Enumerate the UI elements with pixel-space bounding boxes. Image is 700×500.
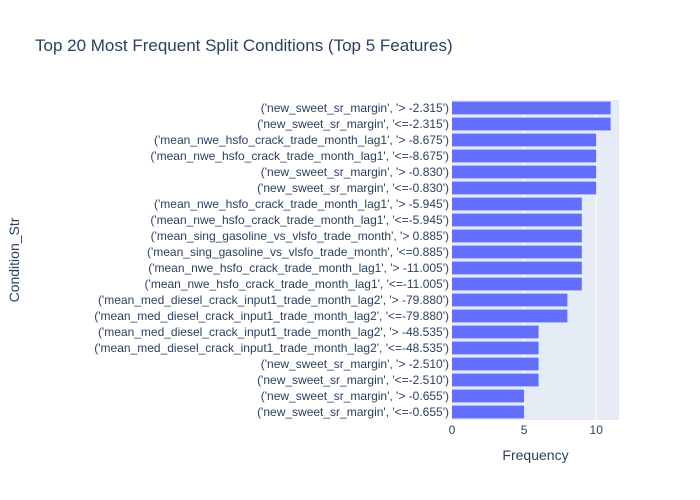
y-tick-label: ('mean_nwe_hsfo_crack_trade_month_lag1',…: [154, 133, 449, 147]
y-tick-label: ('new_sweet_sr_margin', '<=-0.655'): [257, 405, 449, 419]
bar: [452, 197, 582, 211]
y-tick-label: ('new_sweet_sr_margin', '<=-2.510'): [257, 373, 449, 387]
y-tick-label: ('new_sweet_sr_margin', '<=-0.830'): [257, 181, 449, 195]
y-tick-label: ('mean_nwe_hsfo_crack_trade_month_lag1',…: [150, 149, 449, 163]
bar: [452, 101, 611, 115]
bar: [452, 133, 597, 147]
x-tick-label: 0: [449, 423, 456, 437]
bar: [452, 149, 597, 163]
bar: [452, 293, 568, 307]
y-tick-label: ('mean_sing_gasoline_vs_vlsfo_trade_mont…: [147, 245, 449, 259]
bar: [452, 357, 539, 371]
bar: [452, 389, 525, 403]
bar: [452, 181, 597, 195]
bar: [452, 165, 597, 179]
y-tick-labels: ('new_sweet_sr_margin', '> -2.315') ('new…: [94, 101, 449, 419]
y-tick-label: ('new_sweet_sr_margin', '> -0.655'): [261, 389, 449, 403]
bar: [452, 277, 582, 291]
bar: [452, 405, 525, 419]
bars: [452, 101, 611, 419]
x-tick-label: 10: [590, 423, 604, 437]
y-tick-label: ('mean_sing_gasoline_vs_vlsfo_trade_mont…: [151, 229, 449, 243]
y-tick-label: ('mean_med_diesel_crack_input1_trade_mon…: [98, 293, 449, 307]
bar: [452, 117, 611, 131]
plot-area: [452, 100, 619, 420]
y-tick-label: ('mean_nwe_hsfo_crack_trade_month_lag1',…: [154, 197, 449, 211]
x-tick-label: 5: [521, 423, 528, 437]
y-tick-label: ('mean_med_diesel_crack_input1_trade_mon…: [98, 325, 449, 339]
y-axis-title: Condition_Str: [6, 217, 22, 302]
bar: [452, 325, 539, 339]
y-tick-label: ('new_sweet_sr_margin', '<=-2.315'): [257, 117, 449, 131]
y-tick-label: ('mean_nwe_hsfo_crack_trade_month_lag1',…: [150, 213, 449, 227]
bar: [452, 213, 582, 227]
bar: [452, 309, 568, 323]
bar: [452, 261, 582, 275]
x-tick-labels: 0 5 10: [449, 423, 604, 437]
bar: [452, 373, 539, 387]
bar: [452, 245, 582, 259]
y-tick-label: ('mean_med_diesel_crack_input1_trade_mon…: [94, 341, 449, 355]
y-tick-label: ('new_sweet_sr_margin', '> -2.315'): [261, 101, 449, 115]
y-tick-label: ('mean_nwe_hsfo_crack_trade_month_lag1',…: [148, 261, 449, 275]
y-tick-label: ('mean_med_diesel_crack_input1_trade_mon…: [94, 309, 449, 323]
y-tick-label: ('new_sweet_sr_margin', '> -2.510'): [261, 357, 449, 371]
bar: [452, 229, 582, 243]
bar: [452, 341, 539, 355]
y-tick-label: ('new_sweet_sr_margin', '> -0.830'): [261, 165, 449, 179]
x-axis-title: Frequency: [502, 447, 568, 463]
y-tick-label: ('mean_nwe_hsfo_crack_trade_month_lag1',…: [145, 277, 449, 291]
chart-title: Top 20 Most Frequent Split Conditions (T…: [35, 36, 453, 55]
